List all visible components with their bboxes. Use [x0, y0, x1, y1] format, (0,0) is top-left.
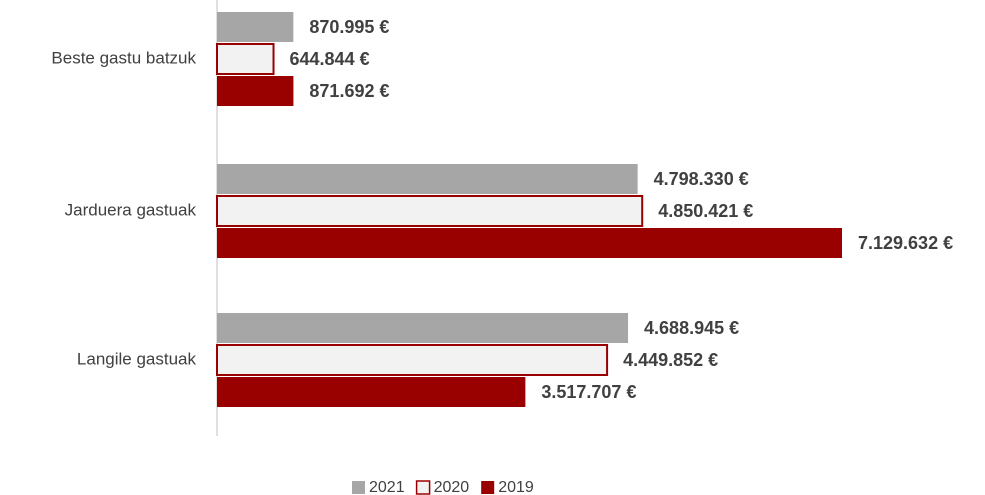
bar	[216, 43, 275, 75]
legend-swatch	[352, 481, 365, 494]
value-label: 4.798.330 €	[654, 169, 749, 189]
bar	[216, 195, 644, 227]
bar	[217, 313, 629, 343]
legend-label: 2019	[498, 479, 534, 495]
value-label: 4.850.421 €	[658, 201, 753, 221]
value-label: 4.449.852 €	[623, 350, 718, 370]
bar	[217, 76, 294, 106]
value-label: 871.692 €	[309, 81, 389, 101]
bar	[217, 12, 294, 42]
value-label: 870.995 €	[309, 17, 389, 37]
legend-swatch	[415, 480, 431, 495]
category-label: Jarduera gastuak	[65, 200, 197, 219]
category-label: Beste gastu batzuk	[51, 48, 196, 67]
bar	[217, 377, 526, 407]
value-label: 644.844 €	[290, 49, 370, 69]
legend-swatch	[481, 481, 495, 494]
category-label: Langile gastuak	[77, 349, 197, 368]
value-label: 3.517.707 €	[541, 382, 636, 402]
value-label: 4.688.945 €	[644, 318, 739, 338]
legend-label: 2021	[369, 479, 405, 495]
bar	[217, 164, 638, 194]
bar	[216, 344, 609, 376]
value-label: 7.129.632 €	[858, 233, 953, 253]
bar	[217, 228, 842, 258]
legend-label: 2020	[434, 479, 470, 495]
